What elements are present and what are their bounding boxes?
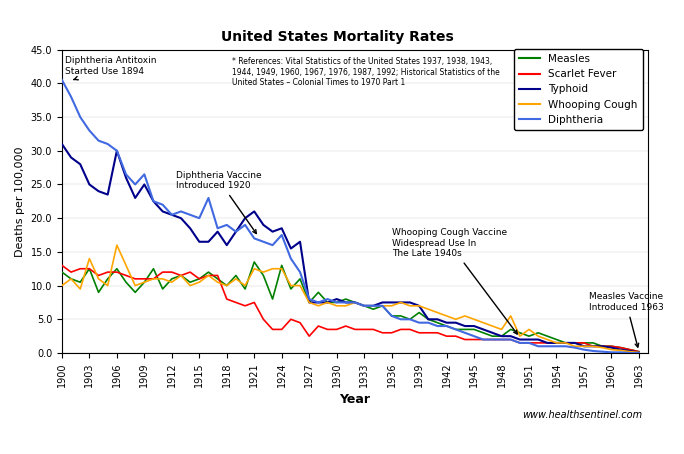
X-axis label: Year: Year	[339, 393, 371, 406]
Text: Diphtheria Vaccine
Introduced 1920: Diphtheria Vaccine Introduced 1920	[176, 171, 262, 233]
Text: Measles Vaccine
Introduced 1963: Measles Vaccine Introduced 1963	[588, 292, 663, 347]
Text: * References: Vital Statistics of the United States 1937, 1938, 1943,
1944, 1949: * References: Vital Statistics of the Un…	[232, 57, 499, 87]
Text: United States Mortality Rates: United States Mortality Rates	[221, 30, 453, 44]
Text: Whooping Cough Vaccine
Widespread Use In
The Late 1940s: Whooping Cough Vaccine Widespread Use In…	[392, 228, 517, 334]
Text: Diphtheria Antitoxin
Started Use 1894: Diphtheria Antitoxin Started Use 1894	[65, 56, 156, 80]
Legend: Measles, Scarlet Fever, Typhoid, Whooping Cough, Diphtheria: Measles, Scarlet Fever, Typhoid, Whoopin…	[514, 49, 643, 130]
Y-axis label: Deaths per 100,000: Deaths per 100,000	[15, 146, 25, 257]
Text: www.healthsentinel.com: www.healthsentinel.com	[522, 410, 642, 420]
